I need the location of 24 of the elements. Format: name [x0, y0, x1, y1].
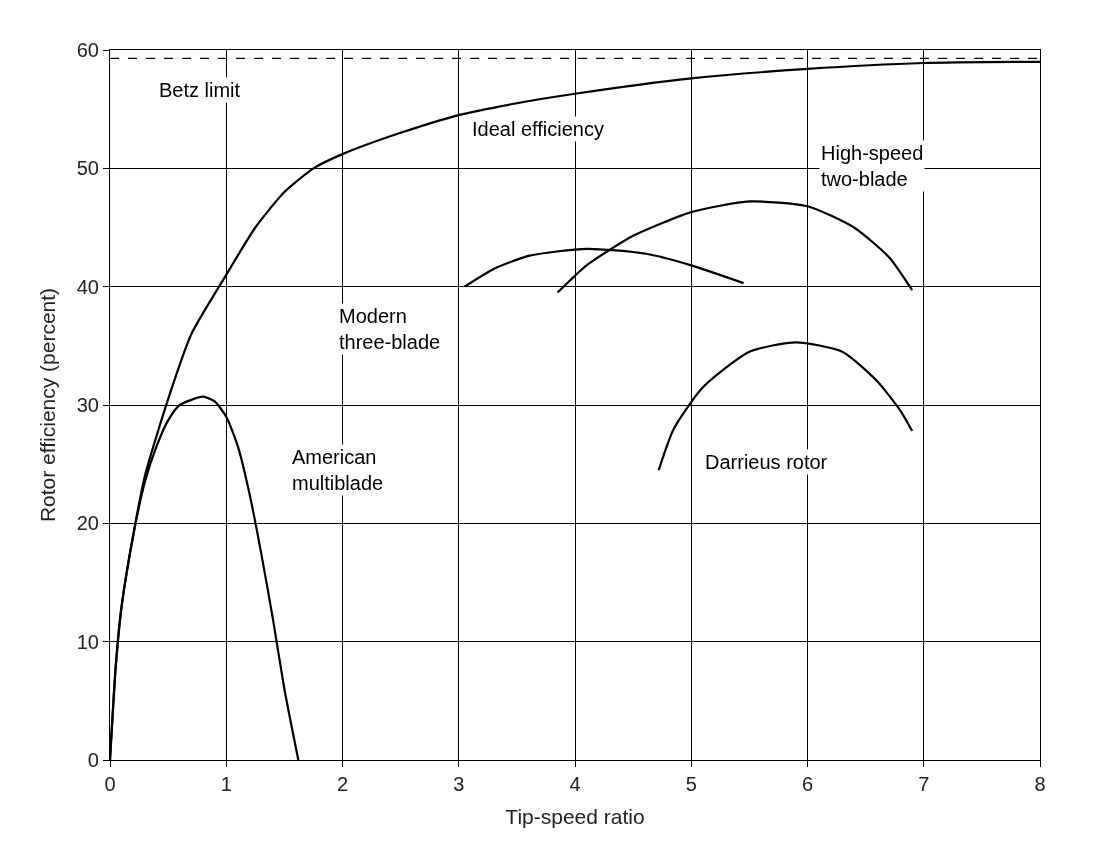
- x-tick-label: 4: [569, 773, 581, 796]
- x-axis-title: Tip-speed ratio: [505, 805, 645, 829]
- series-label: High-speed two-blade: [821, 142, 924, 190]
- series-label: Modern three-blade: [339, 305, 441, 353]
- x-tick-label: 5: [685, 773, 697, 796]
- x-tick-label: 8: [1034, 773, 1046, 796]
- y-tick-label: 50: [76, 157, 99, 180]
- y-tick-label: 20: [76, 512, 99, 535]
- y-tick-label: 10: [76, 630, 99, 653]
- x-tick-label: 0: [104, 773, 116, 796]
- y-tick-label: 40: [76, 275, 99, 298]
- text: American multiblade: [292, 446, 384, 494]
- x-tick-label: 2: [336, 773, 349, 796]
- x-tick-label: 6: [801, 773, 814, 796]
- y-tick-label: 60: [76, 39, 99, 61]
- series-label: Ideal efficiency: [472, 118, 604, 140]
- ref-line-label: Betz limit: [159, 79, 241, 101]
- x-tick-label: 1: [220, 773, 232, 796]
- series-label: Darrieus rotor: [705, 451, 828, 473]
- x-tick-label: 3: [453, 773, 465, 796]
- y-tick-label: 30: [76, 394, 99, 416]
- x-tick-label: 7: [918, 773, 930, 796]
- y-axis-title: Rotor efficiency (percent): [35, 287, 59, 523]
- y-tick-label: 0: [87, 749, 99, 771]
